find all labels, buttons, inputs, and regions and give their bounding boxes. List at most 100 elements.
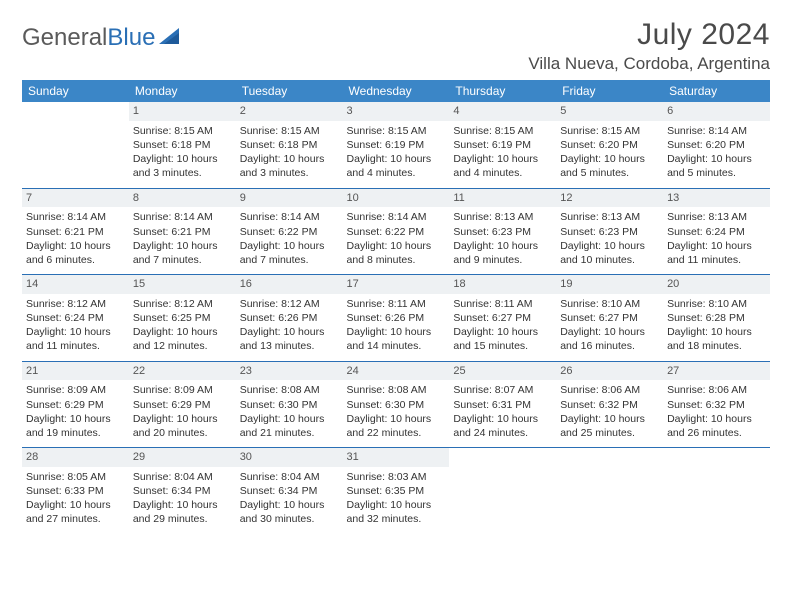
day-number: 3: [343, 102, 450, 121]
daylight-line: Daylight: 10 hours and 3 minutes.: [240, 152, 339, 180]
day-cell: 22Sunrise: 8:09 AMSunset: 6:29 PMDayligh…: [129, 362, 236, 448]
sunrise-line: Sunrise: 8:13 AM: [560, 210, 659, 224]
calendar-table: SundayMondayTuesdayWednesdayThursdayFrid…: [22, 80, 770, 534]
sunset-line: Sunset: 6:30 PM: [347, 398, 446, 412]
sunset-line: Sunset: 6:19 PM: [347, 138, 446, 152]
sunrise-line: Sunrise: 8:13 AM: [453, 210, 552, 224]
sunrise-line: Sunrise: 8:15 AM: [347, 124, 446, 138]
sunset-line: Sunset: 6:25 PM: [133, 311, 232, 325]
day-number: 19: [556, 275, 663, 294]
day-cell: 30Sunrise: 8:04 AMSunset: 6:34 PMDayligh…: [236, 448, 343, 534]
sunrise-line: Sunrise: 8:03 AM: [347, 470, 446, 484]
daylight-line: Daylight: 10 hours and 22 minutes.: [347, 412, 446, 440]
daylight-line: Daylight: 10 hours and 27 minutes.: [26, 498, 125, 526]
daylight-line: Daylight: 10 hours and 19 minutes.: [26, 412, 125, 440]
daylight-line: Daylight: 10 hours and 18 minutes.: [667, 325, 766, 353]
daylight-line: Daylight: 10 hours and 11 minutes.: [26, 325, 125, 353]
day-number: 24: [343, 362, 450, 381]
day-cell: 5Sunrise: 8:15 AMSunset: 6:20 PMDaylight…: [556, 102, 663, 188]
brand-logo: GeneralBlue: [22, 24, 185, 52]
day-number: 11: [449, 189, 556, 208]
daylight-line: Daylight: 10 hours and 15 minutes.: [453, 325, 552, 353]
sunset-line: Sunset: 6:30 PM: [240, 398, 339, 412]
day-cell: 25 Sunrise: 8:07 AMSunset: 6:31 PMDayligh…: [449, 362, 556, 448]
daylight-line: Daylight: 10 hours and 14 minutes.: [347, 325, 446, 353]
day-cell: [22, 102, 129, 188]
sunrise-line: Sunrise: 8:10 AM: [560, 297, 659, 311]
day-header: Tuesday: [236, 80, 343, 102]
sunrise-line: Sunrise: 8:06 AM: [667, 383, 766, 397]
day-number: 25: [449, 362, 556, 381]
day-cell: 23 Sunrise: 8:08 AMSunset: 6:30 PMDayligh…: [236, 362, 343, 448]
sunset-line: Sunset: 6:20 PM: [560, 138, 659, 152]
day-cell: 7Sunrise: 8:14 AMSunset: 6:21 PMDaylight…: [22, 189, 129, 275]
day-header: Monday: [129, 80, 236, 102]
daylight-line: Daylight: 10 hours and 21 minutes.: [240, 412, 339, 440]
sunset-line: Sunset: 6:24 PM: [667, 225, 766, 239]
sunset-line: Sunset: 6:35 PM: [347, 484, 446, 498]
day-number: 8: [129, 189, 236, 208]
sunset-line: Sunset: 6:32 PM: [560, 398, 659, 412]
day-number: 16: [236, 275, 343, 294]
sunrise-line: Sunrise: 8:15 AM: [133, 124, 232, 138]
day-number: 27: [663, 362, 770, 381]
day-number: 13: [663, 189, 770, 208]
day-header: Thursday: [449, 80, 556, 102]
day-cell: 11Sunrise: 8:13 AMSunset: 6:23 PMDayligh…: [449, 189, 556, 275]
day-number: 23: [236, 362, 343, 381]
daylight-line: Daylight: 10 hours and 24 minutes.: [453, 412, 552, 440]
calendar-body: 1Sunrise: 8:15 AMSunset: 6:18 PMDaylight…: [22, 102, 770, 534]
day-number: 7: [22, 189, 129, 208]
week-row: 1Sunrise: 8:15 AMSunset: 6:18 PMDaylight…: [22, 102, 770, 188]
day-cell: 12Sunrise: 8:13 AMSunset: 6:23 PMDayligh…: [556, 189, 663, 275]
sunset-line: Sunset: 6:22 PM: [240, 225, 339, 239]
day-number: 2: [236, 102, 343, 121]
day-cell: [556, 448, 663, 534]
day-number: 14: [22, 275, 129, 294]
day-number: 6: [663, 102, 770, 121]
day-header: Sunday: [22, 80, 129, 102]
day-number: 15: [129, 275, 236, 294]
sunrise-line: Sunrise: 8:08 AM: [240, 383, 339, 397]
day-cell: 13Sunrise: 8:13 AMSunset: 6:24 PMDayligh…: [663, 189, 770, 275]
daylight-line: Daylight: 10 hours and 16 minutes.: [560, 325, 659, 353]
day-number: 28: [22, 448, 129, 467]
sunrise-line: Sunrise: 8:10 AM: [667, 297, 766, 311]
daylight-line: Daylight: 10 hours and 26 minutes.: [667, 412, 766, 440]
sunset-line: Sunset: 6:32 PM: [667, 398, 766, 412]
sunset-line: Sunset: 6:24 PM: [26, 311, 125, 325]
day-number: 12: [556, 189, 663, 208]
week-row: 7Sunrise: 8:14 AMSunset: 6:21 PMDaylight…: [22, 189, 770, 275]
day-number: 17: [343, 275, 450, 294]
sunset-line: Sunset: 6:28 PM: [667, 311, 766, 325]
day-cell: 18Sunrise: 8:11 AMSunset: 6:27 PMDayligh…: [449, 275, 556, 361]
day-header: Wednesday: [343, 80, 450, 102]
sunset-line: Sunset: 6:31 PM: [453, 398, 552, 412]
day-header: Friday: [556, 80, 663, 102]
sunrise-line: Sunrise: 8:14 AM: [240, 210, 339, 224]
day-header: Saturday: [663, 80, 770, 102]
daylight-line: Daylight: 10 hours and 7 minutes.: [240, 239, 339, 267]
sunrise-line: Sunrise: 8:07 AM: [453, 383, 552, 397]
sunrise-line: Sunrise: 8:04 AM: [240, 470, 339, 484]
day-cell: 20Sunrise: 8:10 AMSunset: 6:28 PMDayligh…: [663, 275, 770, 361]
sunrise-line: Sunrise: 8:12 AM: [240, 297, 339, 311]
sunset-line: Sunset: 6:34 PM: [240, 484, 339, 498]
day-cell: 15Sunrise: 8:12 AMSunset: 6:25 PMDayligh…: [129, 275, 236, 361]
month-title: July 2024: [528, 18, 770, 52]
daylight-line: Daylight: 10 hours and 8 minutes.: [347, 239, 446, 267]
day-number: 29: [129, 448, 236, 467]
day-number: 30: [236, 448, 343, 467]
sunrise-line: Sunrise: 8:05 AM: [26, 470, 125, 484]
sunset-line: Sunset: 6:18 PM: [240, 138, 339, 152]
week-row: 28Sunrise: 8:05 AMSunset: 6:33 PMDayligh…: [22, 448, 770, 534]
brand-name-part2: Blue: [107, 24, 155, 51]
sunset-line: Sunset: 6:29 PM: [26, 398, 125, 412]
title-block: July 2024 Villa Nueva, Cordoba, Argentin…: [528, 18, 770, 74]
daylight-line: Daylight: 10 hours and 32 minutes.: [347, 498, 446, 526]
daylight-line: Daylight: 10 hours and 7 minutes.: [133, 239, 232, 267]
sunrise-line: Sunrise: 8:09 AM: [26, 383, 125, 397]
day-number: 5: [556, 102, 663, 121]
day-header-row: SundayMondayTuesdayWednesdayThursdayFrid…: [22, 80, 770, 102]
day-cell: 10Sunrise: 8:14 AMSunset: 6:22 PMDayligh…: [343, 189, 450, 275]
